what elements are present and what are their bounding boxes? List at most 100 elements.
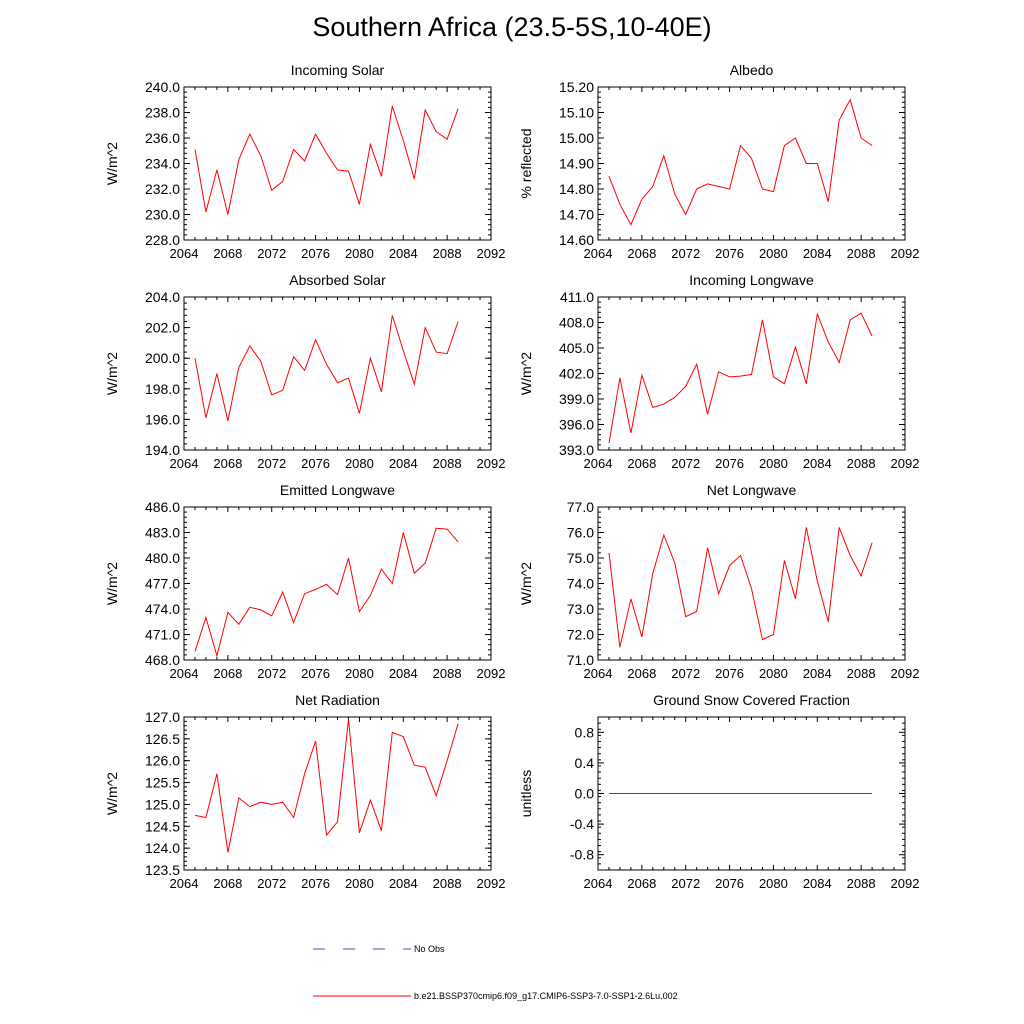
x-tick-label: 2072 [257,876,286,891]
x-tick-label: 2076 [715,456,744,471]
y-axis-label: W/m^2 [104,562,120,605]
y-tick-label: 408.0 [559,315,594,331]
x-tick-label: 2080 [345,456,374,471]
x-tick-label: 2088 [847,666,876,681]
x-tick-label: 2072 [257,246,286,261]
y-tick-label: 200.0 [145,350,180,366]
panel-title: Net Longwave [707,482,797,498]
x-tick-label: 2088 [433,246,462,261]
y-tick-label: -0.8 [570,847,594,863]
series-line [194,527,459,658]
x-tick-label: 2088 [847,246,876,261]
x-tick-label: 2076 [301,666,330,681]
y-tick-label: 202.0 [145,320,180,336]
x-tick-label: 2072 [671,246,700,261]
x-tick-label: 2068 [213,876,242,891]
x-tick-label: 2084 [389,456,418,471]
x-tick-label: 2068 [213,456,242,471]
y-tick-label: 76.0 [567,525,594,541]
x-tick-label: 2072 [257,456,286,471]
x-tick-label: 2072 [671,456,700,471]
legend-label-no-obs: No Obs [414,944,445,954]
x-tick-label: 2092 [477,246,506,261]
panel-ground-snow-covered-fraction: 2064 2068 2072 2076 2080 2084 2088 2092 -0.8 -0.4… [518,692,919,891]
y-tick-label: 228.0 [145,232,180,248]
y-tick-label: 14.80 [559,181,594,197]
panel-title: Ground Snow Covered Fraction [653,692,850,708]
x-tick-label: 2064 [170,246,199,261]
y-axis-label: W/m^2 [518,562,534,605]
y-tick-label: 126.0 [145,753,180,769]
y-tick-label: 480.0 [145,550,180,566]
panel-title: Incoming Longwave [689,272,814,288]
x-tick-label: 2072 [671,876,700,891]
y-axis-label: W/m^2 [104,772,120,815]
x-tick-label: 2064 [584,456,613,471]
x-tick-label: 2064 [584,246,613,261]
x-tick-label: 2068 [213,666,242,681]
figure-title: Southern Africa (23.5-5S,10-40E) [312,12,712,42]
series-line [194,105,459,215]
panel-title: Net Radiation [295,692,380,708]
x-tick-label: 2088 [433,456,462,471]
y-tick-label: 405.0 [559,340,594,356]
x-tick-label: 2064 [584,876,613,891]
x-tick-label: 2084 [389,876,418,891]
x-tick-label: 2076 [715,246,744,261]
x-tick-label: 2076 [301,246,330,261]
panel-title: Absorbed Solar [289,272,386,288]
panel-absorbed-solar: 2064 2068 2072 2076 2080 2084 2088 2092 194.0 196… [104,272,505,471]
y-axis-label: W/m^2 [104,142,120,185]
panel-incoming-solar: 2064 2068 2072 2076 2080 2084 2088 2092 228.0 230… [104,62,505,261]
x-tick-label: 2080 [759,666,788,681]
y-tick-label: 0.4 [575,755,595,771]
x-tick-label: 2068 [627,246,656,261]
y-tick-label: 74.0 [567,576,594,592]
y-tick-label: 125.0 [145,796,180,812]
x-tick-label: 2092 [891,876,920,891]
panel-title: Emitted Longwave [280,482,395,498]
plot-frame [183,86,492,241]
x-tick-label: 2088 [433,876,462,891]
y-tick-label: 127.0 [145,709,180,725]
y-tick-label: 468.0 [145,652,180,668]
plot-frame [183,716,492,871]
y-tick-label: 234.0 [145,156,180,172]
y-tick-label: 15.00 [559,130,594,146]
y-tick-label: 73.0 [567,601,594,617]
legend-label-model: b.e21.BSSP370cmip6.f09_g17.CMIP6-SSP3-7.… [414,991,678,1001]
y-tick-label: 399.0 [559,391,594,407]
y-tick-label: 204.0 [145,289,180,305]
series-line [608,527,873,648]
series-line [194,719,459,853]
x-tick-label: 2080 [345,246,374,261]
x-tick-label: 2076 [301,876,330,891]
x-tick-label: 2080 [759,456,788,471]
x-tick-label: 2092 [891,246,920,261]
y-tick-label: 124.5 [145,818,180,834]
x-tick-label: 2092 [891,666,920,681]
y-tick-label: 194.0 [145,442,180,458]
y-tick-label: 474.0 [145,601,180,617]
x-tick-label: 2072 [671,666,700,681]
x-tick-label: 2064 [170,666,199,681]
panel-title: Incoming Solar [291,62,385,78]
x-tick-label: 2064 [170,456,199,471]
y-tick-label: 14.70 [559,207,594,223]
y-tick-label: -0.4 [570,816,594,832]
x-tick-label: 2076 [301,456,330,471]
series-line [608,312,873,444]
y-tick-label: 77.0 [567,499,594,515]
x-tick-label: 2080 [759,246,788,261]
y-axis-label: % reflected [518,128,534,198]
y-tick-label: 71.0 [567,652,594,668]
y-axis-label: W/m^2 [518,352,534,395]
panel-incoming-longwave: 2064 2068 2072 2076 2080 2084 2088 2092 393.0 396… [518,272,919,471]
y-tick-label: 411.0 [560,289,594,305]
y-tick-label: 232.0 [145,181,180,197]
y-tick-label: 14.60 [559,232,594,248]
x-tick-label: 2072 [257,666,286,681]
x-tick-label: 2068 [627,456,656,471]
x-tick-label: 2084 [803,666,832,681]
y-axis-label: unitless [518,770,534,817]
